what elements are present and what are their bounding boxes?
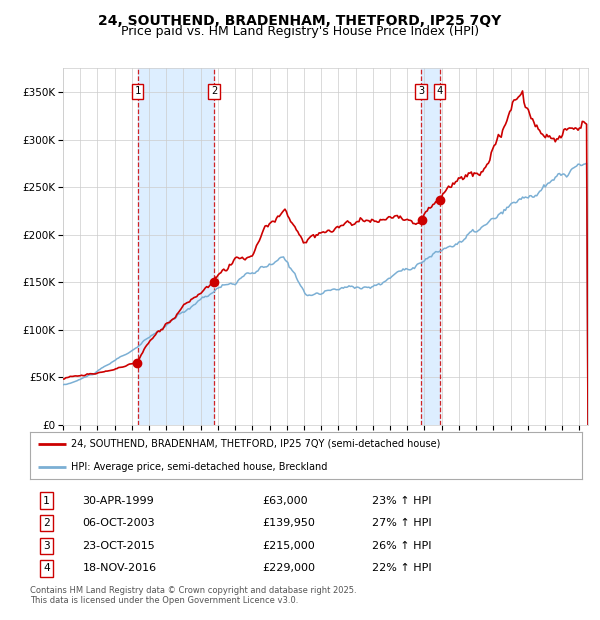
Text: 18-NOV-2016: 18-NOV-2016 (82, 564, 157, 574)
Text: 3: 3 (43, 541, 50, 551)
Text: 06-OCT-2003: 06-OCT-2003 (82, 518, 155, 528)
Text: 4: 4 (43, 564, 50, 574)
Text: £63,000: £63,000 (262, 495, 307, 505)
Text: 24, SOUTHEND, BRADENHAM, THETFORD, IP25 7QY (semi-detached house): 24, SOUTHEND, BRADENHAM, THETFORD, IP25 … (71, 439, 441, 449)
Text: 26% ↑ HPI: 26% ↑ HPI (372, 541, 432, 551)
Text: 2: 2 (43, 518, 50, 528)
Bar (137, 68, 214, 425)
Text: 2: 2 (211, 86, 217, 96)
Text: 23% ↑ HPI: 23% ↑ HPI (372, 495, 432, 505)
Text: 23-OCT-2015: 23-OCT-2015 (82, 541, 155, 551)
Text: 30-APR-1999: 30-APR-1999 (82, 495, 154, 505)
Text: 24, SOUTHEND, BRADENHAM, THETFORD, IP25 7QY: 24, SOUTHEND, BRADENHAM, THETFORD, IP25 … (98, 14, 502, 28)
Text: 3: 3 (418, 86, 424, 96)
Text: £139,950: £139,950 (262, 518, 315, 528)
Bar (421, 68, 440, 425)
Text: 27% ↑ HPI: 27% ↑ HPI (372, 518, 432, 528)
Text: Contains HM Land Registry data © Crown copyright and database right 2025.: Contains HM Land Registry data © Crown c… (30, 586, 356, 595)
Text: 22% ↑ HPI: 22% ↑ HPI (372, 564, 432, 574)
Text: This data is licensed under the Open Government Licence v3.0.: This data is licensed under the Open Gov… (30, 596, 298, 606)
Text: £215,000: £215,000 (262, 541, 314, 551)
Text: Price paid vs. HM Land Registry's House Price Index (HPI): Price paid vs. HM Land Registry's House … (121, 25, 479, 38)
Text: 4: 4 (436, 86, 443, 96)
Text: £229,000: £229,000 (262, 564, 315, 574)
Text: 1: 1 (43, 495, 50, 505)
Text: HPI: Average price, semi-detached house, Breckland: HPI: Average price, semi-detached house,… (71, 462, 328, 472)
Text: 1: 1 (134, 86, 140, 96)
